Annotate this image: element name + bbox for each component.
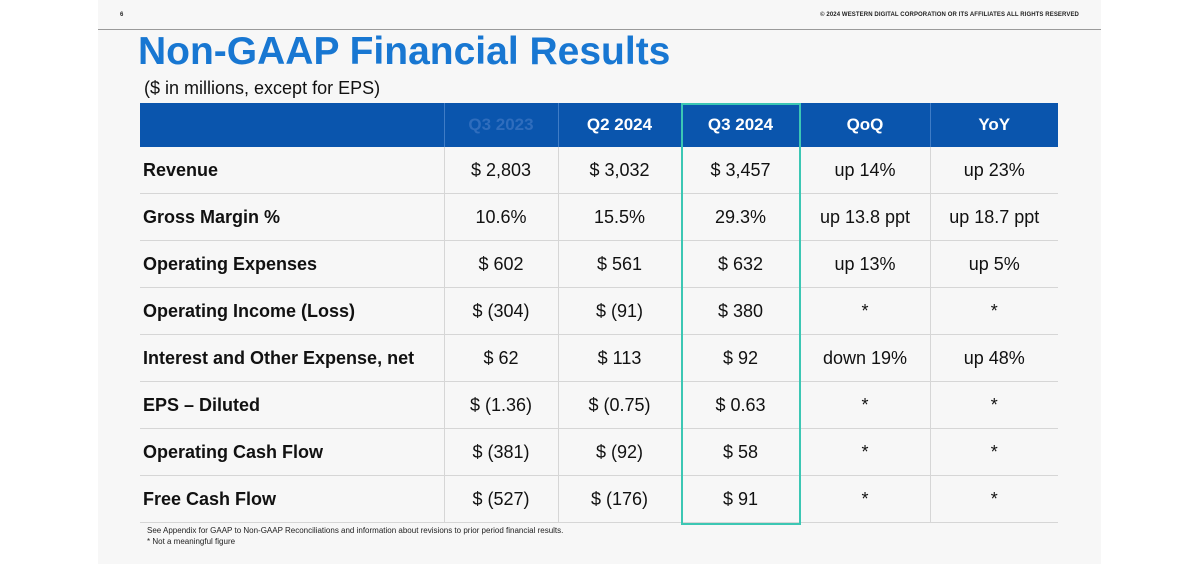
table-cell: * [930,287,1058,335]
table-row: Free Cash Flow $ (527) $ (176) $ 91 * * [140,475,1058,523]
table-cell: 15.5% [558,193,682,241]
table-cell: $ 3,032 [558,147,682,194]
page-title: Non-GAAP Financial Results [138,30,671,73]
copyright-notice: © 2024 WESTERN DIGITAL CORPORATION OR IT… [820,12,1079,18]
table-cell: $ 3,457 [681,147,801,194]
table-cell: up 48% [930,334,1058,382]
page-subtitle: ($ in millions, except for EPS) [144,78,381,98]
table-cell: up 13% [800,240,931,288]
column-header-q3-2024: Q3 2024 [681,103,801,147]
table-cell: $ (381) [444,428,559,476]
row-label: Interest and Other Expense, net [140,334,445,382]
table-cell: * [930,475,1058,523]
footnote-appendix: See Appendix for GAAP to Non-GAAP Reconc… [147,526,564,535]
slide: 6 © 2024 WESTERN DIGITAL CORPORATION OR … [98,0,1101,564]
table-cell: up 13.8 ppt [800,193,931,241]
table-header-row: Q3 2023 Q2 2024 Q3 2024 QoQ YoY [140,103,1058,147]
column-header-q2-2024: Q2 2024 [558,103,682,147]
table-cell: up 5% [930,240,1058,288]
table-cell: $ 0.63 [681,381,801,429]
row-label: Free Cash Flow [140,475,445,523]
column-header-qoq: QoQ [800,103,931,147]
table-cell: up 23% [930,147,1058,194]
table-cell: $ (304) [444,287,559,335]
table-cell: $ (0.75) [558,381,682,429]
table-cell: $ 2,803 [444,147,559,194]
table-cell: up 18.7 ppt [930,193,1058,241]
row-label: Operating Expenses [140,240,445,288]
row-label: Operating Cash Flow [140,428,445,476]
table-cell: $ 561 [558,240,682,288]
table-row: Interest and Other Expense, net $ 62 $ 1… [140,334,1058,382]
footnote-not-meaningful: * Not a meaningful figure [147,537,236,546]
table-cell: $ 602 [444,240,559,288]
table-cell: $ (1.36) [444,381,559,429]
row-label: Gross Margin % [140,193,445,241]
financial-results-table: Q3 2023 Q2 2024 Q3 2024 QoQ YoY Revenue … [140,103,1058,523]
table-cell: * [800,475,931,523]
table-cell: $ (176) [558,475,682,523]
table-cell: 10.6% [444,193,559,241]
table-cell: $ 380 [681,287,801,335]
table-row: EPS – Diluted $ (1.36) $ (0.75) $ 0.63 *… [140,381,1058,429]
table-cell: $ (92) [558,428,682,476]
row-label: EPS – Diluted [140,381,445,429]
table-cell: $ 58 [681,428,801,476]
row-label: Revenue [140,147,445,194]
table-cell: down 19% [800,334,931,382]
table-cell: 29.3% [681,193,801,241]
table-cell: * [930,381,1058,429]
table-cell: $ 92 [681,334,801,382]
table-cell: * [800,381,931,429]
header-divider [98,29,1101,30]
table-cell: $ 113 [558,334,682,382]
table-cell: * [800,428,931,476]
table-cell: * [800,287,931,335]
table-cell: $ (91) [558,287,682,335]
page-number: 6 [120,12,124,18]
table-cell: $ 91 [681,475,801,523]
column-header-metric [140,103,445,147]
column-header-yoy: YoY [930,103,1058,147]
table-cell: $ 62 [444,334,559,382]
table-row: Operating Income (Loss) $ (304) $ (91) $… [140,287,1058,335]
row-label: Operating Income (Loss) [140,287,445,335]
table-cell: $ (527) [444,475,559,523]
table-row: Gross Margin % 10.6% 15.5% 29.3% up 13.8… [140,193,1058,241]
table-cell: up 14% [800,147,931,194]
table-cell: * [930,428,1058,476]
table-cell: $ 632 [681,240,801,288]
table-row: Revenue $ 2,803 $ 3,032 $ 3,457 up 14% u… [140,147,1058,194]
table-row: Operating Expenses $ 602 $ 561 $ 632 up … [140,240,1058,288]
column-header-q3-2023: Q3 2023 [444,103,559,147]
table-row: Operating Cash Flow $ (381) $ (92) $ 58 … [140,428,1058,476]
